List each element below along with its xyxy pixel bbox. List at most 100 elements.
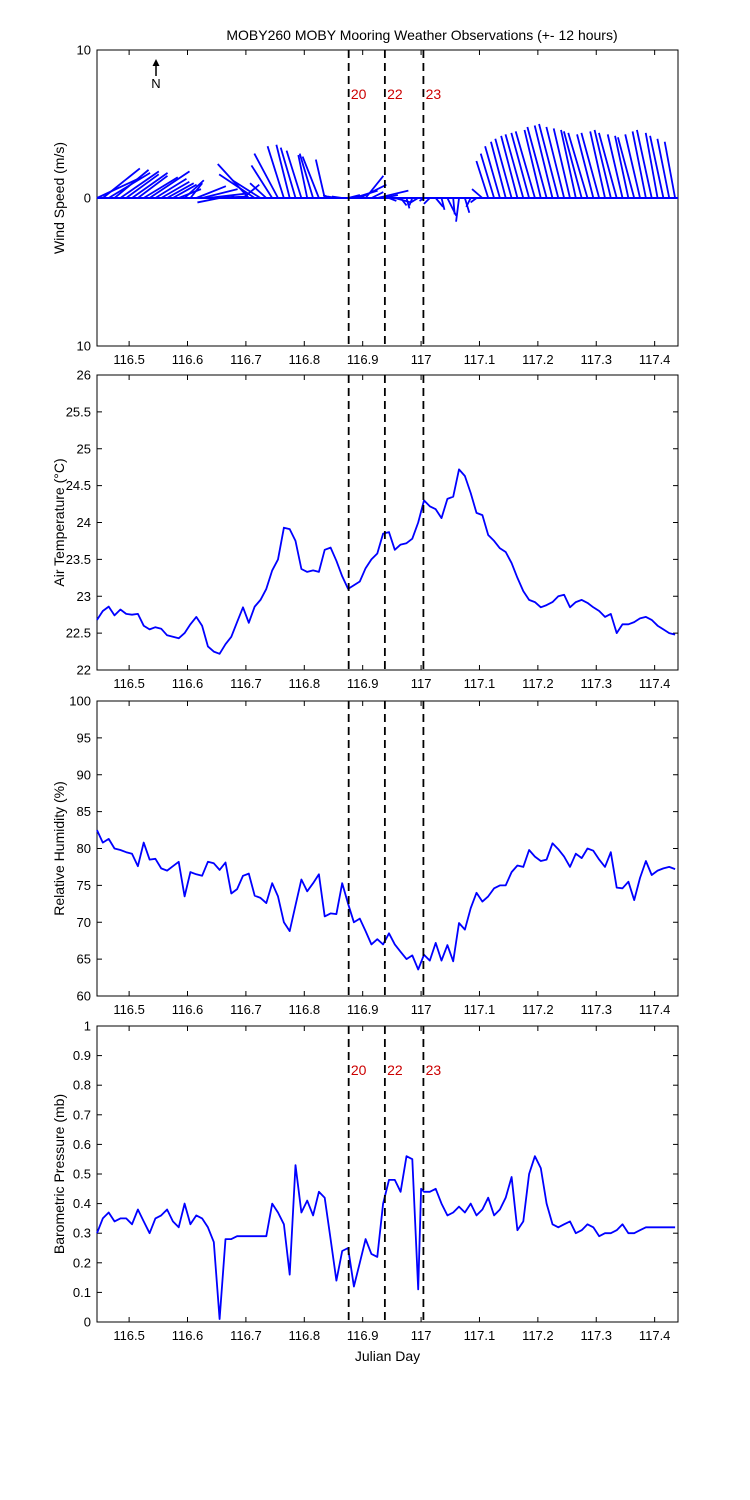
wind-stick: [479, 153, 495, 199]
wind-stick: [301, 156, 320, 199]
wind-stick: [125, 173, 160, 199]
wind-stick: [465, 197, 472, 208]
wind-stick: [231, 179, 261, 199]
pressure-y-tick-label: 0.7: [73, 1107, 91, 1122]
wind-x-tick-label: 116.6: [172, 352, 204, 367]
pressure-x-tick-label: 117.1: [464, 1328, 496, 1343]
temperature-x-tick-label: 117.3: [580, 676, 612, 691]
wind-stick: [359, 183, 387, 199]
humidity-x-tick-label: 116.9: [347, 1002, 379, 1017]
wind-stick: [347, 194, 361, 199]
humidity-axes-box: [96, 700, 679, 997]
wind-x-tick-label: 116.5: [113, 352, 145, 367]
wind-stick: [131, 172, 169, 199]
wind-stick: [504, 134, 525, 199]
temperature-x-tick-label: 116.9: [347, 676, 379, 691]
temperature-y-tick-label: 23.5: [66, 552, 91, 567]
pressure-y-tick-label: 0: [84, 1315, 91, 1330]
wind-stick: [500, 135, 519, 199]
wind-stick: [538, 123, 560, 199]
humidity-y-tick-label: 75: [77, 878, 91, 893]
wind-stick: [598, 132, 618, 199]
humidity-x-tick-label: 116.7: [230, 1002, 262, 1017]
wind-stick: [279, 147, 297, 199]
wind-event-marker-label: 20: [351, 86, 367, 102]
humidity-y-tick-label: 65: [77, 952, 91, 967]
wind-stick: [183, 179, 205, 199]
wind-stick: [644, 132, 659, 199]
temperature-axes-box: [96, 374, 679, 671]
wind-stick: [297, 154, 309, 199]
relative-humidity-panel: 116.5 116.6 116.7 116.8 116.9 117 117.1 117.2 11…: [51, 694, 679, 1017]
wind-stick: [589, 131, 606, 199]
wind-stick: [253, 153, 279, 199]
humidity-x-tick-label: 117.1: [464, 1002, 496, 1017]
wind-stick: [606, 134, 624, 199]
temperature-x-tick-label: 116.6: [172, 676, 204, 691]
wind-stick: [250, 164, 273, 199]
wind-stick: [552, 128, 571, 199]
temperature-y-tick-label: 26: [77, 368, 91, 383]
wind-stick: [475, 160, 490, 199]
wind-stick: [434, 197, 444, 208]
temperature-x-tick-label: 116.5: [113, 676, 145, 691]
wind-stick: [510, 132, 530, 199]
wind-stick: [533, 125, 554, 199]
pressure-x-tick-label: 116.5: [113, 1328, 145, 1343]
pressure-event-marker-label: 20: [351, 1062, 367, 1078]
pressure-y-tick-label: 0.9: [73, 1048, 91, 1063]
wind-stick: [656, 138, 671, 199]
wind-stick: [624, 134, 641, 199]
wind-stick: [225, 195, 235, 199]
pressure-y-tick-label: 0.8: [73, 1078, 91, 1093]
wind-stick: [195, 185, 227, 199]
wind-stick: [523, 129, 542, 199]
temperature-y-tick-label: 25: [77, 441, 91, 456]
humidity-y-tick-label: 100: [69, 694, 91, 709]
wind-x-tick-label: 117.1: [464, 352, 496, 367]
wind-stick: [649, 135, 665, 199]
wind-stick: [580, 132, 601, 199]
wind-event-marker-label: 23: [426, 86, 442, 102]
wind-stick: [266, 145, 285, 199]
humidity-data-line: [96, 829, 676, 971]
humidity-y-axis-label: Relative Humidity (%): [51, 781, 67, 916]
temperature-x-tick-label: 117: [411, 676, 432, 691]
pressure-x-tick-label: 117.2: [522, 1328, 554, 1343]
wind-stick: [410, 197, 419, 204]
wind-stick: [545, 126, 566, 199]
pressure-y-tick-label: 0.6: [73, 1137, 91, 1152]
humidity-x-tick-label: 117: [411, 1002, 432, 1017]
wind-stick: [160, 180, 190, 199]
wind-stick: [405, 197, 411, 209]
wind-stick: [172, 183, 198, 199]
air-temperature-panel: 116.5 116.6 116.7 116.8 116.9 117 117.1 117.2 11…: [51, 368, 679, 691]
wind-stick: [388, 197, 397, 202]
pressure-x-tick-label: 116.8: [289, 1328, 321, 1343]
wind-stick: [137, 175, 169, 199]
wind-y-axis-label: Wind Speed (m/s): [51, 142, 67, 254]
wind-stick: [423, 197, 431, 205]
wind-stick: [563, 131, 583, 199]
north-label: N: [151, 76, 160, 91]
wind-y-tick-label: 10: [77, 43, 91, 58]
wind-x-tick-label: 116.8: [289, 352, 321, 367]
pressure-x-tick-label: 116.7: [230, 1328, 262, 1343]
wind-stick: [96, 176, 142, 199]
wind-stick: [494, 138, 513, 199]
wind-x-tick-label: 117.2: [522, 352, 554, 367]
wind-stick: [275, 144, 291, 199]
humidity-y-tick-label: 95: [77, 730, 91, 745]
wind-event-marker-label: 22: [387, 86, 403, 102]
wind-stick: [149, 170, 191, 199]
humidity-x-tick-label: 117.3: [580, 1002, 612, 1017]
pressure-y-tick-label: 0.2: [73, 1255, 91, 1270]
humidity-y-tick-label: 90: [77, 767, 91, 782]
humidity-y-tick-label: 60: [77, 989, 91, 1004]
pressure-y-tick-label: 0.5: [73, 1167, 91, 1182]
wind-stick: [560, 129, 577, 199]
wind-stick: [576, 134, 595, 199]
humidity-y-tick-label: 70: [77, 915, 91, 930]
temperature-x-tick-label: 117.2: [522, 676, 554, 691]
pressure-x-tick-label: 117.4: [639, 1328, 671, 1343]
